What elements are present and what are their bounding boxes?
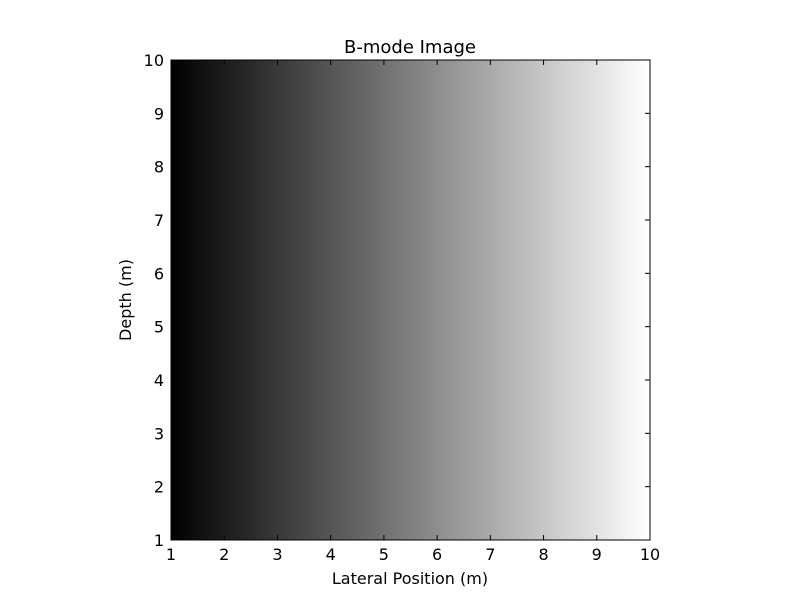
x-tick-label: 9 (592, 545, 602, 564)
y-tick-label: 10 (144, 51, 164, 70)
x-tick-label: 5 (379, 545, 389, 564)
y-tick-label: 7 (154, 211, 164, 230)
y-tick-label: 8 (154, 158, 164, 177)
plot-area: 1 2 3 4 5 6 7 8 9 10 1 2 3 4 5 6 7 8 9 10 (144, 51, 661, 564)
x-tick-label: 7 (485, 545, 495, 564)
x-tick-label: 1 (166, 545, 176, 564)
x-tick-label: 10 (640, 545, 660, 564)
y-axis-label: Depth (m) (116, 259, 135, 341)
y-axis-ticks: 1 2 3 4 5 6 7 8 9 10 (144, 51, 650, 550)
y-tick-label: 2 (154, 478, 164, 497)
x-tick-label: 3 (272, 545, 282, 564)
y-tick-label: 1 (154, 531, 164, 550)
y-tick-label: 4 (154, 371, 164, 390)
y-tick-label: 9 (154, 104, 164, 123)
y-tick-label: 3 (154, 424, 164, 443)
plot-frame (170, 59, 651, 541)
y-tick-label: 5 (154, 318, 164, 337)
x-axis-label: Lateral Position (m) (332, 569, 488, 588)
y-tick-label: 6 (154, 264, 164, 283)
x-tick-label: 6 (432, 545, 442, 564)
x-tick-label: 4 (326, 545, 336, 564)
x-tick-label: 2 (219, 545, 229, 564)
x-tick-label: 8 (538, 545, 548, 564)
heatmap-image (171, 60, 650, 540)
chart-title: B-mode Image (344, 37, 476, 58)
